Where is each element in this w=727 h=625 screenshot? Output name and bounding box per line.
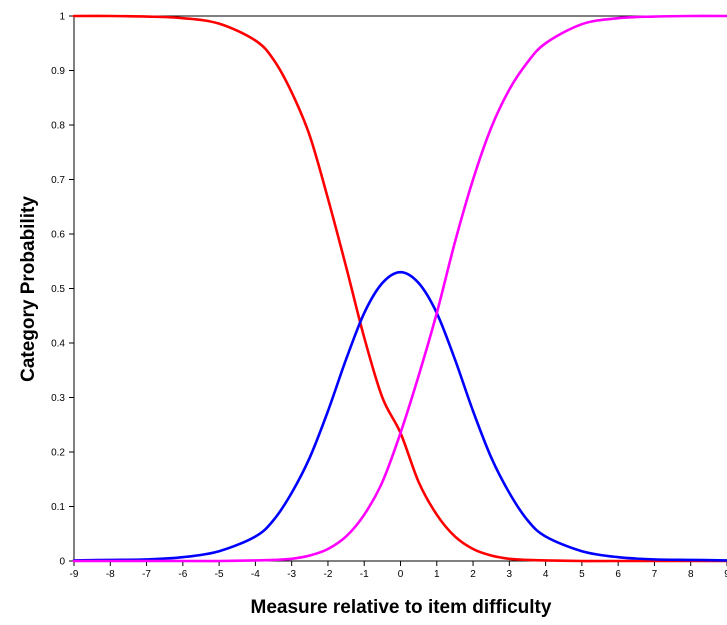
- y-tick-label: 0.1: [51, 502, 65, 513]
- y-tick-label: 0.8: [51, 121, 65, 132]
- x-tick-label: 2: [470, 569, 476, 580]
- series-line-2: [72, 270, 727, 562]
- x-tick-label: -2: [323, 569, 332, 580]
- y-tick-label: 0: [59, 557, 65, 568]
- x-tick-label: -4: [251, 569, 260, 580]
- x-tick-label: -9: [70, 569, 79, 580]
- y-tick-label: 0.2: [51, 448, 65, 459]
- y-tick-label: 0.7: [51, 175, 65, 186]
- x-axis-title: Measure relative to item difficulty: [251, 597, 552, 618]
- axes-layer: [73, 15, 727, 562]
- y-tick-label: 0.5: [51, 284, 65, 295]
- y-axis-title: Category Probability: [18, 196, 39, 382]
- x-tick-label: 7: [652, 569, 658, 580]
- series-line-1: [72, 14, 727, 563]
- series-layer: [72, 14, 727, 563]
- y-tick-label: 0.3: [51, 393, 65, 404]
- y-tick-label: 0.9: [51, 66, 65, 77]
- x-tick-label: -1: [360, 569, 369, 580]
- y-tick-label: 0.6: [51, 230, 65, 241]
- x-tick-label: -6: [178, 569, 187, 580]
- x-tick-label: -7: [142, 569, 151, 580]
- x-tick-label: 9: [724, 569, 727, 580]
- x-tick-label: 3: [507, 569, 513, 580]
- x-tick-label: 5: [579, 569, 585, 580]
- x-tick-label: -8: [106, 569, 115, 580]
- x-tick-label: 8: [688, 569, 694, 580]
- x-tick-label: 1: [434, 569, 440, 580]
- series-line-3: [72, 14, 727, 563]
- x-tick-label: 0: [398, 569, 404, 580]
- y-tick-label: 0.4: [51, 339, 65, 350]
- ticks-layer: 0 0.1 0.2 0.3 0.4 0.5 0.6 0.7 0.8 0.9 1 -9 -8 -7 -6 -5 -…: [51, 12, 727, 580]
- x-tick-label: -3: [287, 569, 296, 580]
- y-tick-label: 1: [59, 12, 65, 23]
- x-tick-label: -5: [215, 569, 224, 580]
- x-tick-label: 6: [615, 569, 621, 580]
- x-tick-label: 4: [543, 569, 549, 580]
